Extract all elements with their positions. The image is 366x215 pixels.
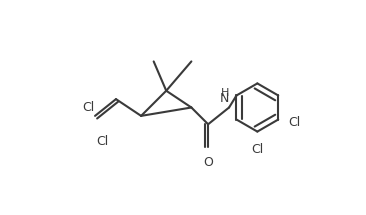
Text: Cl: Cl <box>251 143 264 156</box>
Text: N: N <box>220 92 229 105</box>
Text: Cl: Cl <box>96 135 108 147</box>
Text: Cl: Cl <box>82 101 95 114</box>
Text: Cl: Cl <box>288 116 300 129</box>
Text: O: O <box>203 156 213 169</box>
Text: H: H <box>221 88 229 98</box>
